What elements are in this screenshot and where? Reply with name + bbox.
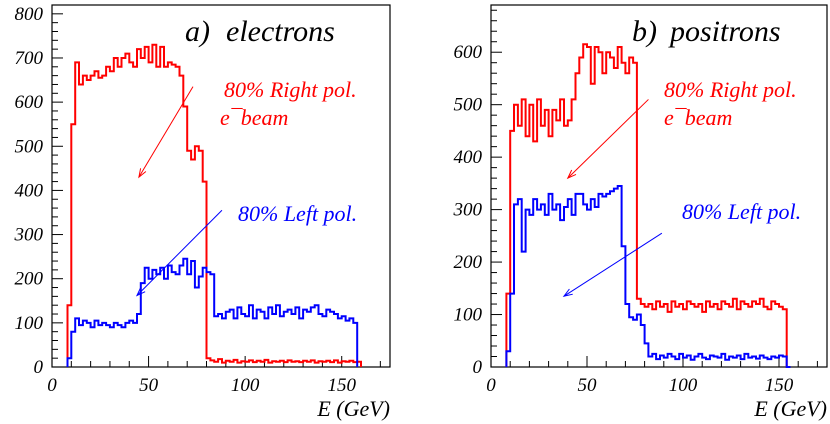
panel-title: positrons bbox=[668, 15, 781, 48]
arrow-head bbox=[566, 169, 577, 180]
panel-label: b) bbox=[632, 15, 657, 48]
left-pol-arrow bbox=[136, 209, 223, 296]
y-tick-label: 300 bbox=[14, 225, 44, 246]
x-tick-label: 50 bbox=[139, 375, 159, 396]
y-tick-label: 200 bbox=[454, 252, 483, 273]
x-tick-label: 100 bbox=[669, 375, 698, 396]
left-pol-label: 80% Left pol. bbox=[238, 201, 357, 226]
y-tick-label: 100 bbox=[15, 313, 44, 334]
left-pol-arrow bbox=[563, 232, 663, 297]
panel-title: electrons bbox=[226, 15, 335, 48]
y-tick-label: 0 bbox=[34, 357, 44, 378]
x-tick-label: 150 bbox=[765, 375, 794, 396]
arrow-head bbox=[135, 287, 146, 297]
right-pol-label: 80% Right pol. bbox=[664, 77, 797, 102]
histograms bbox=[66, 43, 362, 367]
y-tick-label: 100 bbox=[454, 305, 483, 326]
y-tick-label: 600 bbox=[454, 42, 483, 63]
panel-positrons: 0 100 200 300 400 500 600 0 50 100 150 b) positron… bbox=[453, 4, 828, 421]
histograms bbox=[505, 43, 791, 368]
left-pol-histogram bbox=[66, 257, 359, 367]
y-tick-label: 200 bbox=[15, 269, 44, 290]
y-tick-label: 500 bbox=[454, 95, 483, 116]
x-tick-label: 100 bbox=[231, 375, 260, 396]
axis-ticks: 0 100 200 300 400 500 600 700 800 0 50 100 150 bbox=[14, 4, 381, 396]
y-tick-label: 600 bbox=[15, 92, 44, 113]
beam-label: e¯beam bbox=[220, 105, 288, 130]
arrow-head bbox=[138, 168, 147, 179]
y-tick-label: 0 bbox=[473, 357, 483, 378]
y-tick-label: 400 bbox=[15, 180, 44, 201]
x-tick-label: 50 bbox=[578, 375, 598, 396]
panel-electrons: 0 100 200 300 400 500 600 700 800 0 50 100 150 a) el… bbox=[14, 4, 391, 421]
annotation-arrows bbox=[135, 86, 223, 297]
right-pol-histogram bbox=[505, 43, 791, 368]
y-tick-label: 700 bbox=[15, 48, 44, 69]
beam-label: e¯beam bbox=[664, 105, 732, 130]
right-pol-arrow bbox=[567, 99, 649, 179]
right-pol-histogram bbox=[66, 43, 362, 367]
x-tick-label: 0 bbox=[486, 375, 496, 396]
plot-frame bbox=[51, 4, 391, 368]
plot-frame bbox=[490, 4, 828, 368]
arrow-head bbox=[562, 288, 573, 297]
x-axis-title: E (GeV) bbox=[316, 396, 390, 421]
left-pol-label: 80% Left pol. bbox=[682, 199, 801, 224]
annotation-arrows bbox=[562, 99, 663, 297]
x-axis-title: E (GeV) bbox=[753, 396, 827, 421]
left-pol-histogram bbox=[505, 185, 791, 368]
y-tick-label: 500 bbox=[15, 136, 44, 157]
y-tick-label: 400 bbox=[454, 147, 483, 168]
right-pol-arrow bbox=[138, 86, 194, 178]
right-pol-label: 80% Right pol. bbox=[224, 77, 357, 102]
panel-label: a) bbox=[185, 15, 210, 48]
x-tick-label: 0 bbox=[47, 375, 57, 396]
y-tick-label: 800 bbox=[15, 4, 44, 25]
x-tick-label: 150 bbox=[327, 375, 356, 396]
y-tick-label: 300 bbox=[453, 200, 483, 221]
